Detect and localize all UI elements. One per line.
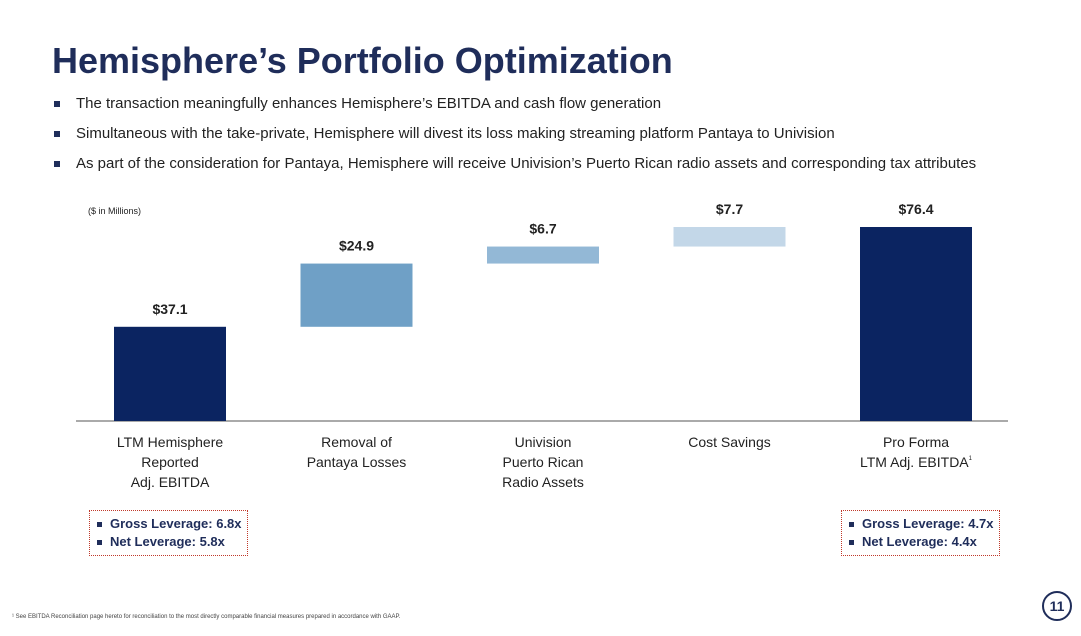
page-number: 11 [1042,591,1072,621]
bullet-list: The transaction meaningfully enhances He… [52,94,976,184]
data-label-2: $24.9 [339,238,374,254]
page-title: Hemisphere’s Portfolio Optimization [52,40,673,81]
footnote: ¹ See EBITDA Reconciliation page hereto … [12,614,401,620]
bar-2 [300,263,413,327]
category-label-4: Cost Savings [688,434,770,450]
category-label-5: Pro Forma LTM Adj. EBITDA1 [860,434,973,470]
gross-leverage-left: Gross Leverage: 6.8x [96,515,242,533]
bar-4 [673,227,786,247]
waterfall-chart: $37.1 LTM Hemisphere Reported Adj. EBITDA $2… [76,201,1008,490]
data-label-1: $37.1 [152,301,187,317]
net-leverage-right: Net Leverage: 4.4x [848,533,993,551]
bar-5 [860,227,972,421]
bullet-item: Simultaneous with the take-private, Hemi… [52,124,976,154]
bar-3 [487,246,599,264]
data-label-4: $7.7 [716,201,743,217]
bullet-item: The transaction meaningfully enhances He… [52,94,976,124]
category-label-3: Univision Puerto Rican Radio Assets [502,434,584,490]
bullet-item: As part of the consideration for Pantaya… [52,154,976,184]
leverage-box-left: Gross Leverage: 6.8x Net Leverage: 5.8x [89,510,248,556]
data-label-3: $6.7 [529,221,556,237]
leverage-box-right: Gross Leverage: 4.7x Net Leverage: 4.4x [841,510,1000,556]
net-leverage-left: Net Leverage: 5.8x [96,533,241,551]
bar-1 [114,326,226,421]
category-label-1: LTM Hemisphere Reported Adj. EBITDA [117,434,224,490]
gross-leverage-right: Gross Leverage: 4.7x [848,515,994,533]
data-label-5: $76.4 [898,201,933,217]
category-label-2: Removal of Pantaya Losses [307,434,407,470]
units-label: ($ in Millions) [88,206,142,216]
